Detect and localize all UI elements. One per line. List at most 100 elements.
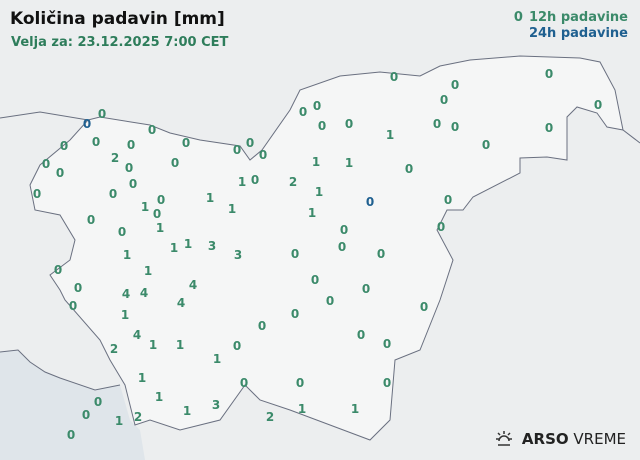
precip-label-12h: 4 (133, 328, 141, 342)
precip-label-12h: 0 (251, 173, 259, 187)
legend-label-12h: 12h padavine (528, 10, 628, 25)
precip-label-24h: 0 (83, 117, 91, 131)
precip-label-12h: 0 (338, 240, 346, 254)
precip-label-12h: 1 (115, 414, 123, 428)
precip-label-12h: 0 (545, 121, 553, 135)
map-title: Količina padavin [mm] (10, 9, 225, 29)
precip-label-12h: 0 (42, 157, 50, 171)
precip-label-24h: 0 (366, 195, 374, 209)
precip-label-12h: 0 (340, 223, 348, 237)
precip-label-12h: 0 (362, 282, 370, 296)
precip-label-12h: 1 (149, 338, 157, 352)
precip-label-12h: 0 (377, 247, 385, 261)
precip-label-12h: 1 (312, 155, 320, 169)
precip-label-12h: 0 (69, 299, 77, 313)
arso-logo[interactable]: ARSO VREME (494, 429, 626, 449)
precip-label-12h: 1 (213, 352, 221, 366)
precip-label-12h: 2 (134, 410, 142, 424)
coastline (0, 349, 121, 391)
precip-label-12h: 1 (123, 248, 131, 262)
precip-label-12h: 0 (345, 117, 353, 131)
precip-label-12h: 0 (109, 187, 117, 201)
precip-label-12h: 0 (326, 294, 334, 308)
precip-label-12h: 0 (148, 123, 156, 137)
precip-label-12h: 2 (110, 342, 118, 356)
precip-label-12h: 0 (390, 70, 398, 84)
precip-label-12h: 1 (238, 175, 246, 189)
legend-item-12h: 0 12h padavine (514, 10, 628, 26)
precip-label-12h: 0 (157, 193, 165, 207)
precip-label-12h: 0 (545, 67, 553, 81)
valid-time: Velja za: 23.12.2025 7:00 CET (11, 35, 229, 50)
precip-label-12h: 0 (420, 300, 428, 314)
precip-label-12h: 0 (299, 105, 307, 119)
precip-label-12h: 1 (308, 206, 316, 220)
precip-label-12h: 0 (444, 193, 452, 207)
precip-label-12h: 0 (451, 78, 459, 92)
precip-label-12h: 0 (405, 162, 413, 176)
precip-label-12h: 0 (258, 319, 266, 333)
country-border (0, 55, 640, 441)
logo-product: VREME (573, 430, 626, 448)
precip-label-12h: 1 (144, 264, 152, 278)
precip-label-12h: 1 (184, 237, 192, 251)
precip-label-12h: 0 (182, 136, 190, 150)
slovenia-area (30, 56, 623, 440)
precip-label-12h: 0 (383, 337, 391, 351)
precip-label-12h: 1 (121, 308, 129, 322)
precip-label-12h: 0 (129, 177, 137, 191)
precip-label-12h: 2 (266, 410, 274, 424)
precip-label-12h: 1 (155, 390, 163, 404)
precip-label-12h: 0 (437, 220, 445, 234)
precip-label-12h: 0 (118, 225, 126, 239)
precip-label-12h: 0 (311, 273, 319, 287)
precip-label-12h: 0 (125, 161, 133, 175)
precip-label-12h: 0 (357, 328, 365, 342)
precip-label-12h: 0 (92, 135, 100, 149)
precip-label-12h: 1 (141, 200, 149, 214)
precip-label-12h: 0 (433, 117, 441, 131)
precip-label-12h: 0 (56, 166, 64, 180)
precip-label-12h: 0 (259, 148, 267, 162)
precip-label-12h: 0 (94, 395, 102, 409)
precip-label-12h: 1 (351, 402, 359, 416)
precip-label-12h: 0 (451, 120, 459, 134)
logo-brand: ARSO (521, 430, 569, 448)
precip-label-12h: 0 (233, 143, 241, 157)
precip-label-12h: 0 (318, 119, 326, 133)
precip-label-12h: 0 (98, 107, 106, 121)
precip-label-12h: 0 (291, 307, 299, 321)
precip-label-12h: 4 (177, 296, 185, 310)
precip-label-12h: 0 (153, 207, 161, 221)
precip-label-12h: 0 (171, 156, 179, 170)
precip-label-12h: 0 (240, 376, 248, 390)
sea (0, 350, 145, 460)
precip-label-12h: 1 (315, 185, 323, 199)
precip-label-12h: 0 (82, 408, 90, 422)
precip-label-12h: 1 (206, 191, 214, 205)
legend: 0 12h padavine 24h padavine (514, 10, 628, 42)
precip-label-12h: 0 (60, 139, 68, 153)
precip-label-12h: 0 (482, 138, 490, 152)
precip-label-12h: 1 (170, 241, 178, 255)
precip-label-12h: 0 (440, 93, 448, 107)
precip-label-12h: 0 (296, 376, 304, 390)
precip-label-12h: 1 (176, 338, 184, 352)
precip-label-12h: 1 (298, 402, 306, 416)
precip-label-12h: 1 (138, 371, 146, 385)
legend-item-24h: 24h padavine (514, 26, 628, 42)
precip-label-12h: 0 (313, 99, 321, 113)
precip-label-12h: 0 (233, 339, 241, 353)
precip-label-12h: 0 (127, 138, 135, 152)
precip-label-12h: 0 (594, 98, 602, 112)
legend-symbol-12h: 0 (513, 10, 523, 25)
precip-label-12h: 0 (33, 187, 41, 201)
precip-label-12h: 0 (291, 247, 299, 261)
precip-label-12h: 1 (386, 128, 394, 142)
precip-label-12h: 1 (183, 404, 191, 418)
precip-label-12h: 1 (228, 202, 236, 216)
precip-label-12h: 0 (67, 428, 75, 442)
legend-label-24h: 24h padavine (528, 26, 628, 41)
